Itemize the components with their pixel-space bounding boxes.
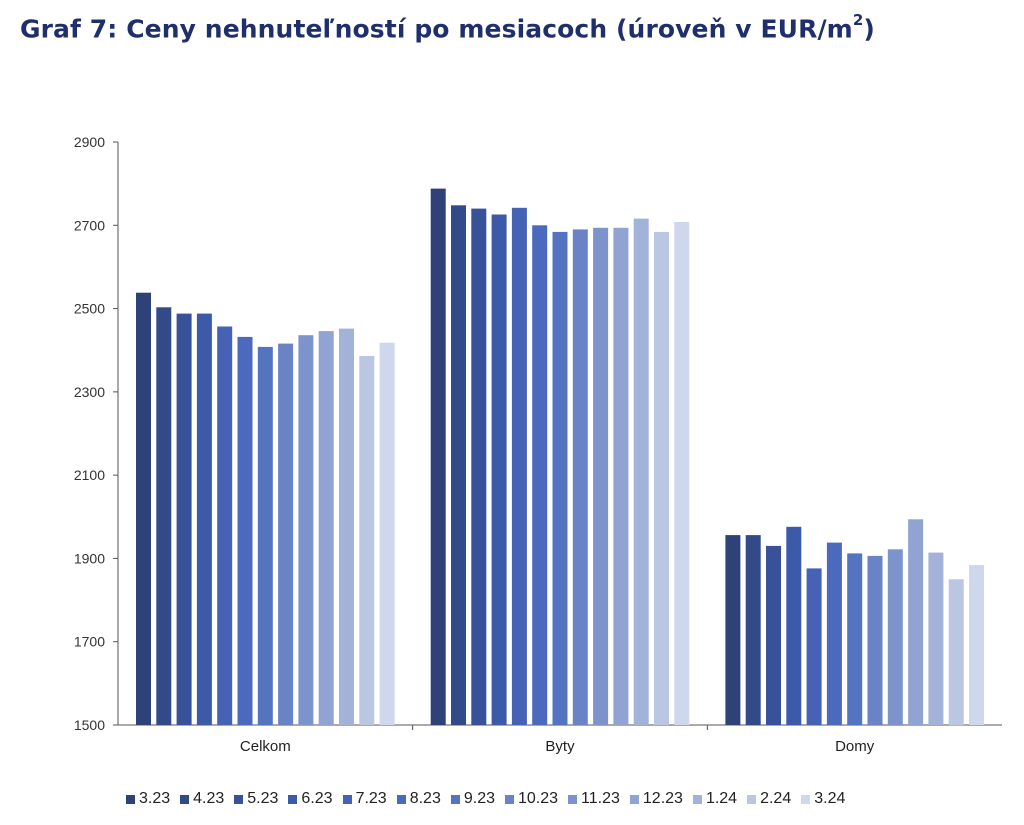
y-tick-label: 2500 (74, 301, 105, 317)
legend-label: 2.24 (760, 790, 792, 807)
legend-item: 11.23 (568, 790, 620, 808)
legend-swatch (234, 794, 244, 804)
bar-celkom-10-23 (278, 343, 294, 725)
bar-byty-9-23 (552, 231, 568, 725)
bar-domy-3-23 (725, 535, 741, 725)
legend-label: 3.23 (139, 790, 171, 807)
bar-byty-10-23 (572, 229, 588, 725)
category-label: Byty (545, 738, 575, 755)
legend-swatch (747, 794, 757, 804)
bar-byty-4-23 (451, 205, 466, 726)
legend-label: 8.23 (409, 790, 441, 807)
legend-item: 2.24 (747, 790, 791, 808)
legend-item: 4.23 (180, 790, 224, 808)
legend-item: 7.23 (342, 790, 387, 808)
legend-swatch (801, 794, 811, 804)
legend-item: 12.23 (629, 790, 683, 808)
legend-swatch (504, 794, 514, 804)
legend-swatch (450, 794, 460, 804)
bar-celkom-3-23 (136, 292, 151, 725)
legend-item: 8.23 (396, 790, 441, 808)
bar-domy-7-23 (806, 568, 822, 725)
bar-byty-3-24 (674, 222, 690, 725)
y-tick-label: 2700 (74, 217, 105, 233)
bar-domy-9-23 (847, 553, 863, 725)
legend-label: 11.23 (581, 790, 620, 807)
legend-label: 6.23 (301, 790, 333, 807)
bar-celkom-5-23 (176, 313, 192, 725)
bar-domy-5-23 (766, 545, 781, 725)
bar-byty-5-23 (471, 208, 487, 726)
bar-domy-6-23 (786, 526, 802, 725)
bar-celkom-6-23 (196, 313, 212, 725)
bar-byty-12-23 (613, 227, 629, 726)
bar-domy-10-23 (867, 555, 883, 725)
chart-title-close: ) (863, 14, 875, 44)
legend-label: 5.23 (247, 790, 279, 807)
bar-celkom-7-23 (217, 326, 233, 725)
legend-item: 9.23 (450, 790, 495, 808)
y-tick-label: 2100 (74, 467, 105, 483)
legend-swatch (568, 794, 578, 804)
y-tick-label: 2300 (74, 384, 105, 400)
bar-celkom-4-23 (156, 307, 172, 725)
legend-item: 3.23 (126, 790, 170, 808)
bar-byty-7-23 (511, 207, 527, 726)
y-tick-label: 1500 (74, 717, 105, 733)
legend-label: 12.23 (642, 790, 683, 807)
legend-item: 6.23 (288, 790, 333, 808)
legend-swatch (180, 794, 190, 804)
bar-domy-8-23 (826, 542, 842, 725)
bar-byty-2-24 (654, 231, 669, 725)
legend-label: 9.23 (463, 790, 495, 807)
chart-title-text: Graf 7: Ceny nehnuteľností po mesiacoch … (20, 14, 853, 44)
chart-title-superscript: 2 (852, 11, 864, 29)
legend-label: 10.23 (517, 790, 559, 807)
bar-celkom-1-24 (339, 328, 354, 725)
bar-celkom-3-24 (379, 342, 395, 725)
bar-chart: 1500 1700 1900 2100 2300 2500 2700 2900 Celkom By… (74, 134, 1002, 755)
bar-byty-6-23 (491, 214, 507, 725)
bar-byty-3-23 (430, 188, 446, 726)
bar-celkom-2-24 (359, 356, 375, 725)
bar-byty-11-23 (593, 227, 609, 726)
legend-swatch (629, 794, 639, 804)
bar-domy-12-23 (908, 519, 924, 725)
legend-swatch (342, 794, 352, 804)
legend-item: 3.24 (801, 790, 845, 808)
chart-legend: 3.23 4.23 5.23 6.23 7.23 8.23 9.23 10.23 11.23 12… (126, 790, 845, 808)
y-tick-label: 1700 (74, 634, 105, 650)
bar-domy-11-23 (887, 549, 903, 725)
bar-celkom-8-23 (237, 336, 253, 725)
y-tick-label: 1900 (74, 550, 105, 566)
legend-item: 10.23 (504, 790, 559, 808)
legend-swatch (396, 794, 406, 804)
legend-item: 1.24 (692, 790, 738, 808)
bar-celkom-9-23 (257, 346, 273, 725)
legend-swatch (126, 794, 135, 804)
legend-label: 3.24 (814, 790, 846, 807)
category-label: Domy (835, 738, 875, 755)
legend-swatch (288, 794, 298, 804)
bar-domy-2-24 (948, 579, 964, 726)
bar-domy-3-24 (969, 565, 984, 725)
bar-domy-1-24 (928, 552, 944, 725)
bar-celkom-12-23 (318, 331, 334, 725)
bar-byty-8-23 (532, 225, 548, 726)
legend-label: 7.23 (355, 790, 387, 807)
category-label: Celkom (240, 738, 291, 755)
chart-title: Graf 7: Ceny nehnuteľností po mesiacoch … (20, 11, 875, 44)
bar-celkom-11-23 (298, 335, 314, 725)
legend-label: 4.23 (193, 790, 225, 807)
legend-item: 5.23 (234, 790, 278, 808)
legend-swatch (692, 794, 702, 804)
legend-label: 1.24 (705, 790, 738, 807)
bar-domy-4-23 (745, 535, 761, 725)
bar-byty-1-24 (633, 218, 649, 725)
y-tick-label: 2900 (74, 134, 105, 150)
